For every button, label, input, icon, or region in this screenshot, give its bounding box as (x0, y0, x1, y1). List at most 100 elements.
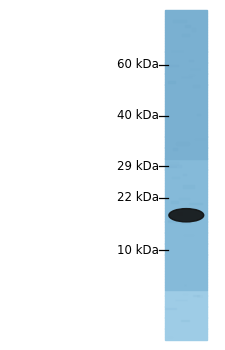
Bar (165, 65, 207, 68)
Bar (165, 320, 207, 323)
Bar (165, 213, 207, 216)
Bar (181, 320, 189, 321)
Bar (165, 16, 207, 19)
Bar (165, 304, 207, 307)
Bar (165, 68, 207, 71)
Bar (165, 84, 207, 87)
Bar (165, 285, 207, 287)
Bar (165, 172, 207, 175)
Bar (165, 62, 207, 65)
Bar (165, 219, 207, 222)
Bar (165, 268, 207, 271)
Bar (165, 27, 207, 30)
Bar (169, 217, 174, 218)
Bar (173, 20, 186, 22)
Bar (165, 101, 207, 104)
Bar (176, 142, 189, 145)
Bar (165, 230, 207, 232)
Bar (165, 74, 207, 76)
Bar (165, 153, 207, 156)
Bar (165, 112, 207, 115)
Bar (165, 301, 207, 304)
Bar (165, 161, 207, 164)
Bar (165, 199, 207, 202)
Bar (165, 183, 207, 186)
Bar (165, 126, 207, 128)
Bar (165, 180, 207, 183)
Bar (165, 164, 207, 167)
Bar (165, 315, 207, 317)
Bar (168, 220, 175, 221)
Bar (165, 98, 207, 101)
Bar (165, 109, 207, 112)
Bar (182, 34, 189, 36)
Bar (165, 205, 207, 208)
Bar (165, 95, 207, 98)
Bar (165, 241, 207, 244)
Bar (165, 24, 207, 27)
Bar (165, 177, 207, 181)
Bar (165, 139, 207, 142)
Bar (165, 114, 207, 118)
Bar (165, 13, 207, 16)
Bar (165, 71, 207, 74)
Bar (165, 159, 207, 161)
Text: 22 kDa: 22 kDa (117, 191, 159, 204)
Bar (165, 117, 207, 120)
Bar (165, 290, 207, 293)
Bar (165, 224, 207, 227)
Text: 60 kDa: 60 kDa (117, 58, 159, 71)
Bar (177, 212, 182, 215)
Bar (165, 175, 207, 178)
Bar (173, 148, 177, 150)
Bar (165, 210, 207, 214)
Bar (165, 131, 207, 134)
Bar (165, 136, 207, 139)
Bar (165, 312, 207, 315)
Bar (165, 10, 207, 13)
Bar (165, 337, 207, 340)
Bar (165, 87, 207, 90)
Bar (165, 202, 207, 205)
Bar (189, 60, 194, 61)
Bar (171, 201, 178, 203)
Bar (165, 222, 207, 224)
Bar (165, 134, 207, 136)
Bar (183, 174, 186, 175)
Text: 29 kDa: 29 kDa (117, 160, 159, 173)
Bar (165, 145, 207, 148)
Bar (165, 265, 207, 268)
Bar (165, 238, 207, 241)
Bar (165, 90, 207, 93)
Bar (165, 271, 207, 274)
Bar (166, 65, 178, 66)
Bar (165, 93, 207, 96)
Bar (165, 287, 207, 290)
Bar (165, 142, 207, 145)
Bar (165, 189, 207, 191)
Bar (165, 106, 207, 109)
Bar (165, 317, 207, 320)
Bar (166, 166, 176, 167)
Bar (165, 232, 207, 235)
Bar (165, 249, 207, 252)
Bar (165, 150, 207, 153)
Bar (165, 82, 207, 85)
Bar (165, 298, 207, 301)
Bar (165, 254, 207, 257)
Bar (168, 221, 179, 222)
Ellipse shape (169, 209, 204, 222)
Bar (165, 51, 207, 54)
Bar (165, 123, 207, 126)
Bar (165, 147, 207, 150)
Bar (165, 235, 207, 238)
Bar (165, 43, 207, 46)
Bar (165, 19, 207, 21)
Bar (165, 279, 207, 282)
Bar (165, 197, 207, 199)
Bar (183, 186, 194, 188)
Bar (165, 246, 207, 249)
Bar (185, 25, 190, 27)
Bar (165, 128, 207, 131)
Bar (165, 326, 207, 329)
